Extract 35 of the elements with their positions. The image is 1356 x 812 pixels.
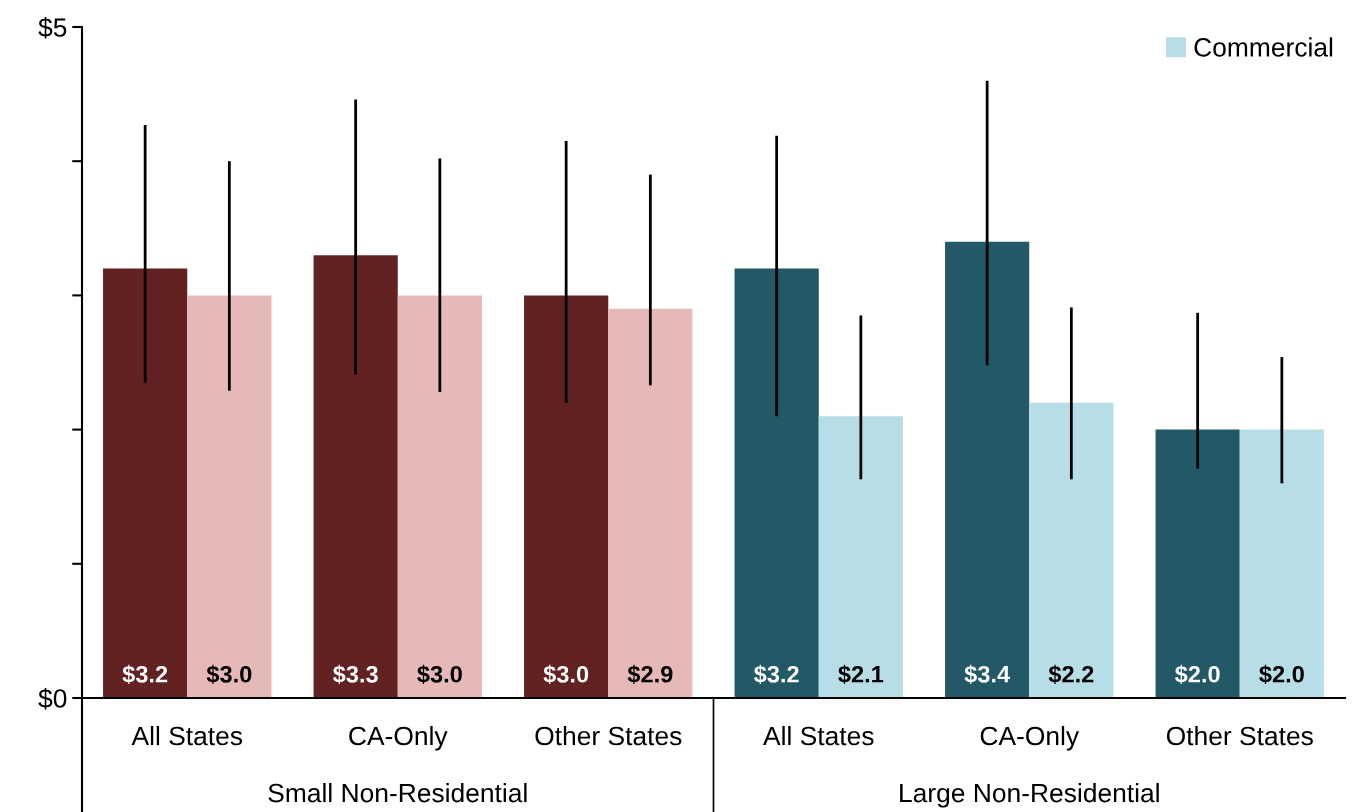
x-tick-label: CA-Only (349, 725, 448, 751)
y-tick-label: $0 (38, 688, 67, 710)
bar (1029, 402, 1114, 698)
data-label: $3.0 (543, 664, 589, 685)
bar (103, 268, 188, 698)
bar (1239, 429, 1324, 698)
bar (397, 295, 482, 698)
x-tick-label: All States (763, 725, 874, 746)
bar (1155, 429, 1240, 698)
x-tick-label: CA-Only (980, 725, 1080, 751)
data-label: $3.0 (206, 664, 252, 685)
x-tick-label: Other States (1166, 725, 1313, 746)
bar (608, 308, 693, 698)
data-label: $3.4 (964, 664, 1010, 685)
bar (187, 295, 272, 698)
data-label: $2.0 (1259, 664, 1304, 685)
bar (734, 268, 819, 698)
bar (945, 241, 1030, 698)
y-tick-label: $5 (38, 17, 67, 39)
bar (524, 295, 609, 698)
bar (313, 255, 398, 698)
data-label: $3.0 (417, 664, 462, 685)
data-label: $3.3 (332, 664, 378, 685)
x-tick-label: Other States (535, 725, 682, 746)
legend-label: Commercial (1194, 37, 1333, 57)
data-label: $2.0 (1174, 664, 1220, 685)
data-label: $2.2 (1048, 664, 1094, 685)
data-label: $2.9 (627, 664, 673, 685)
text: Small Non-Residential (268, 783, 527, 803)
data-label: $3.2 (122, 664, 168, 685)
data-label: $2.1 (838, 664, 884, 685)
text: Large Non-Residential (900, 783, 1159, 808)
bar (818, 416, 903, 698)
data-label: $3.2 (753, 664, 799, 685)
x-tick-label: All States (131, 725, 243, 746)
